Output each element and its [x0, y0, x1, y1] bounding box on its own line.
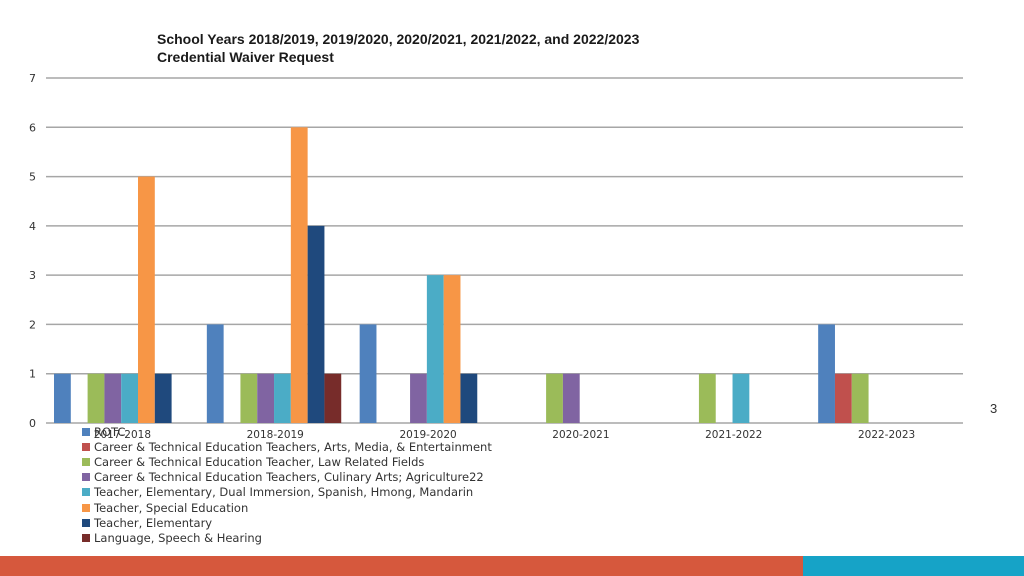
bar	[818, 324, 835, 423]
bar	[834, 373, 852, 423]
legend-swatch	[82, 427, 90, 436]
legend-swatch	[82, 473, 90, 482]
legend-swatch	[82, 533, 90, 542]
x-tick-label: 2018-2019	[247, 429, 304, 441]
bar	[87, 373, 105, 423]
bar	[138, 176, 155, 423]
bar	[410, 373, 427, 423]
x-tick-label: 2019-2020	[399, 429, 456, 441]
legend-label: Career & Technical Education Teacher, La…	[94, 454, 425, 469]
legend-item: Career & Technical Education Teacher, La…	[82, 454, 492, 469]
bar	[359, 324, 377, 423]
legend-swatch	[82, 457, 90, 466]
footer-accent-bar-right	[803, 556, 1024, 576]
bar	[460, 373, 478, 423]
bar	[274, 373, 291, 423]
legend-item: Career & Technical Education Teachers, C…	[82, 470, 492, 485]
bar	[851, 373, 869, 423]
x-tick-label: 2022-2023	[858, 429, 915, 441]
x-tick-label: 2021-2022	[705, 429, 762, 441]
bar	[698, 373, 716, 423]
legend-swatch	[82, 503, 90, 512]
legend-label: Teacher, Elementary, Dual Immersion, Spa…	[94, 485, 474, 500]
legend-item: Teacher, Elementary, Dual Immersion, Spa…	[82, 485, 492, 500]
legend-item: Career & Technical Education Teachers, A…	[82, 439, 492, 454]
legend-item: Language, Speech & Hearing	[82, 530, 492, 545]
legend-label: ROTC	[94, 424, 126, 439]
legend-item: Teacher, Elementary	[82, 515, 492, 530]
legend-item: Teacher, Special Education	[82, 500, 492, 515]
legend-label: Language, Speech & Hearing	[94, 530, 262, 545]
bar-chart: 0 1 2 3 4 5 6 7 2017-2018 2018-2019 2019-2020 2020…	[29, 72, 963, 441]
legend-swatch	[82, 488, 90, 497]
bar	[307, 225, 325, 423]
bar	[562, 373, 580, 423]
bar	[324, 373, 342, 423]
bar	[290, 127, 308, 424]
footer-accent-bar-left	[0, 556, 803, 576]
legend-label: Career & Technical Education Teachers, C…	[94, 470, 484, 485]
legend-label: Career & Technical Education Teachers, A…	[94, 439, 492, 454]
bar	[206, 324, 224, 423]
x-axis-ticks: 2017-2018 2018-2019 2019-2020 2020-2021 2021…	[94, 429, 915, 441]
legend-label: Teacher, Elementary	[94, 515, 213, 530]
legend-swatch	[82, 442, 90, 451]
legend-item: ROTC	[82, 424, 492, 439]
bar	[546, 373, 563, 423]
bar	[732, 373, 750, 423]
page-number: 3	[990, 401, 998, 416]
bar	[104, 373, 122, 423]
y-tick-label: 6	[29, 121, 36, 134]
bar	[240, 373, 258, 423]
x-tick-label: 2020-2021	[552, 429, 609, 441]
bar	[154, 373, 172, 423]
legend: ROTC Career & Technical Education Teacher…	[82, 424, 492, 546]
y-tick-label: 5	[29, 171, 36, 184]
y-tick-label: 4	[29, 220, 36, 233]
y-tick-label: 7	[29, 72, 36, 85]
bar	[54, 373, 71, 423]
bar	[443, 275, 461, 423]
y-tick-label: 3	[29, 269, 36, 282]
y-tick-label: 0	[29, 417, 36, 430]
bar	[121, 373, 138, 423]
legend-label: Teacher, Special Education	[94, 500, 249, 515]
bars	[54, 127, 869, 424]
y-tick-label: 1	[29, 368, 36, 381]
x-tick-label: 2017-2018	[94, 429, 151, 441]
legend-swatch	[82, 518, 90, 527]
gridlines	[46, 77, 963, 424]
bar	[426, 275, 444, 423]
y-tick-label: 2	[29, 318, 36, 331]
chart-title: School Years 2018/2019, 2019/2020, 2020/…	[157, 30, 639, 66]
y-axis-ticks: 0 1 2 3 4 5 6 7	[29, 72, 36, 430]
chart-title-line-1: School Years 2018/2019, 2019/2020, 2020/…	[157, 31, 640, 47]
bar	[257, 373, 275, 423]
chart-title-line-2: Credential Waiver Request	[157, 49, 334, 65]
